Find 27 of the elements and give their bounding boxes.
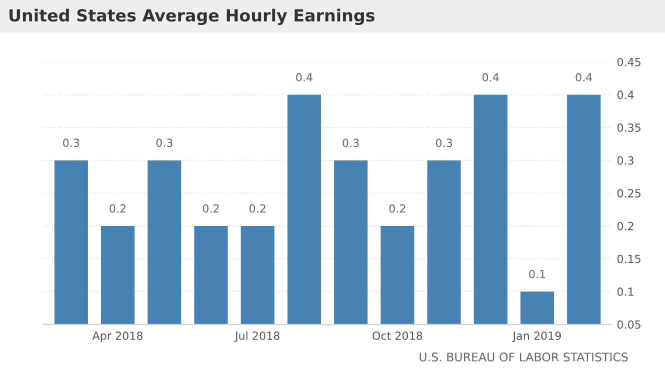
y-tick-label: 0.4 [617, 90, 634, 100]
y-tick-label: 0.3 [617, 156, 634, 165]
y-tick-label: 0.2 [617, 222, 634, 230]
chart-title: United States Average Hourly Earnings [10, 8, 374, 26]
x-tick-label: Jul 2018 [234, 331, 280, 342]
data-label: 0.3 [63, 138, 80, 148]
x-tick-label: Jan 2019 [512, 332, 561, 342]
data-label: 0.3 [342, 138, 359, 148]
data-label: 0.2 [110, 204, 126, 213]
x-tick-label: Apr 2018 [92, 332, 143, 342]
data-label: 0.4 [296, 73, 312, 82]
y-tick-label: 0.05 [617, 320, 640, 329]
data-label: 0.3 [156, 138, 172, 148]
y-tick-label: 0.1 [617, 288, 634, 296]
y-tick-label: 0.45 [617, 58, 640, 66]
x-tick-label: Oct 2018 [372, 332, 422, 340]
data-label: 0.3 [436, 138, 452, 148]
data-label: 0.4 [576, 73, 592, 82]
data-label: 0.2 [202, 204, 219, 213]
y-tick-label: 0.35 [617, 123, 640, 132]
y-tick-label: 0.15 [617, 254, 640, 264]
data-label: 0.2 [389, 204, 406, 213]
data-label: 0.2 [250, 204, 266, 213]
data-label: 0.4 [482, 73, 499, 82]
text: U.S. BUREAU OF LABOR STATISTICS [420, 352, 628, 362]
data-label: 0.1 [529, 270, 546, 278]
y-tick-label: 0.25 [617, 189, 640, 198]
